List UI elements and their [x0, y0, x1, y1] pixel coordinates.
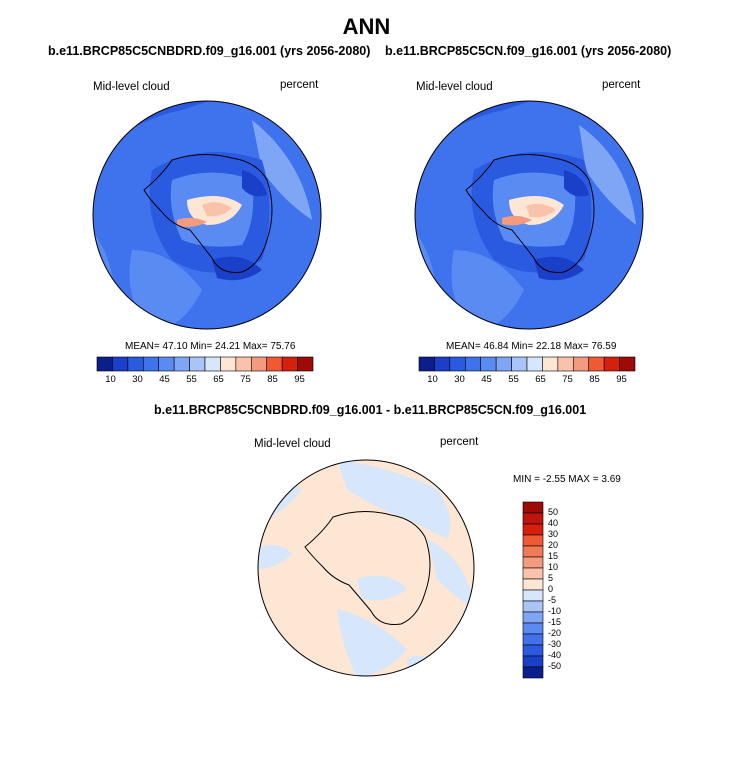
panel-2-colorbar-labels: 10 30 45 55 65 75 85 95: [419, 374, 635, 386]
colorbar-label: 30: [548, 529, 559, 539]
colorbar-swatch: [266, 356, 283, 372]
panel-1-units: percent: [280, 79, 319, 91]
colorbar-label: 10: [105, 374, 116, 385]
colorbar-swatch: [522, 666, 544, 679]
colorbar-label: 95: [294, 374, 305, 385]
colorbar-swatch: [495, 356, 512, 372]
colorbar-label: -20: [548, 628, 562, 638]
colorbar-swatch: [522, 567, 544, 580]
colorbar-label: -40: [548, 650, 562, 660]
colorbar-swatch: [522, 578, 544, 591]
difference-variable: Mid-level cloud: [254, 438, 331, 450]
colorbar-swatch: [542, 356, 559, 372]
colorbar-swatch: [158, 356, 175, 372]
colorbar-label: -15: [548, 617, 562, 627]
colorbar-swatch: [522, 655, 544, 668]
colorbar-swatch: [522, 611, 544, 624]
colorbar-swatch: [281, 356, 298, 372]
colorbar-label: 85: [267, 374, 278, 385]
colorbar-label: 75: [240, 374, 251, 385]
colorbar-label: -10: [548, 606, 562, 616]
colorbar-swatch: [557, 356, 574, 372]
colorbar-label: -30: [548, 639, 562, 649]
colorbar-label: -50: [548, 661, 562, 671]
colorbar-label: 20: [548, 540, 559, 550]
colorbar-swatch: [480, 356, 497, 372]
colorbar-label: 55: [186, 374, 197, 385]
difference-units: percent: [440, 436, 479, 448]
panel-2-variable: Mid-level cloud: [416, 81, 493, 93]
colorbar-swatch: [220, 356, 237, 372]
colorbar-swatch: [522, 534, 544, 547]
colorbar-swatch: [235, 356, 252, 372]
panel-2-colorbar: [418, 356, 636, 372]
colorbar-label: -5: [548, 595, 557, 605]
colorbar-swatch: [204, 356, 221, 372]
panel-2-units: percent: [602, 79, 641, 91]
colorbar-swatch: [173, 356, 190, 372]
colorbar-label: 0: [548, 584, 554, 594]
colorbar-label: 75: [562, 374, 573, 385]
colorbar-swatch: [464, 356, 482, 372]
colorbar-swatch: [522, 512, 544, 525]
colorbar-swatch: [96, 356, 113, 372]
colorbar-swatch: [522, 622, 544, 635]
colorbar-swatch: [522, 600, 544, 613]
panel-2-case-title: b.e11.BRCP85C5CN.f09_g16.001 (yrs 2056-2…: [385, 44, 672, 58]
panel-1-colorbar-labels: 10 30 45 55 65 75 85 95: [97, 374, 313, 386]
page-title: ANN: [342, 14, 391, 39]
colorbar-swatch: [526, 356, 543, 372]
colorbar-label: 40: [548, 518, 559, 528]
colorbar-label: 95: [616, 374, 627, 385]
colorbar-swatch: [522, 501, 544, 514]
difference-colorbar: [522, 501, 544, 679]
colorbar-label: 85: [589, 374, 600, 385]
difference-colorbar-labels: 50 40 30 20 15 10 5 0 -5 -10 -15 -20 -30 -40 -50: [548, 502, 588, 678]
panel-1-stats: MEAN= 47.10 Min= 24.21 Max= 75.76: [125, 341, 296, 352]
colorbar-swatch: [588, 356, 605, 372]
difference-map: [257, 459, 475, 677]
colorbar-swatch: [449, 356, 466, 372]
colorbar-label: 55: [508, 374, 519, 385]
colorbar-label: 30: [132, 374, 143, 385]
colorbar-swatch: [250, 356, 268, 372]
colorbar-swatch: [619, 356, 636, 372]
panel-1-case-title: b.e11.BRCP85C5CNBDRD.f09_g16.001 (yrs 20…: [48, 44, 371, 58]
colorbar-swatch: [522, 644, 544, 657]
colorbar-swatch: [434, 356, 451, 372]
colorbar-label: 65: [213, 374, 224, 385]
colorbar-label: 50: [548, 507, 559, 517]
colorbar-swatch: [522, 545, 544, 558]
colorbar-swatch: [189, 356, 206, 372]
colorbar-label: 10: [548, 562, 559, 572]
panel-1-map: [92, 100, 322, 330]
colorbar-swatch: [603, 356, 620, 372]
difference-title: b.e11.BRCP85C5CNBDRD.f09_g16.001 - b.e11…: [154, 403, 587, 417]
colorbar-label: 10: [427, 374, 438, 385]
colorbar-swatch: [127, 356, 144, 372]
colorbar-swatch: [522, 523, 544, 536]
panel-2-stats: MEAN= 46.84 Min= 22.18 Max= 76.59: [446, 341, 617, 352]
colorbar-swatch: [511, 356, 528, 372]
colorbar-swatch: [522, 589, 544, 602]
colorbar-swatch: [297, 356, 314, 372]
colorbar-swatch: [572, 356, 590, 372]
colorbar-label: 45: [481, 374, 492, 385]
colorbar-swatch: [142, 356, 160, 372]
colorbar-swatch: [418, 356, 435, 372]
colorbar-label: 5: [548, 573, 554, 583]
panel-1-colorbar: [96, 356, 314, 372]
colorbar-swatch: [112, 356, 129, 372]
colorbar-label: 65: [535, 374, 546, 385]
colorbar-label: 15: [548, 551, 559, 561]
difference-stats: MIN = -2.55 MAX = 3.69: [513, 474, 621, 485]
colorbar-swatch: [522, 556, 544, 569]
colorbar-label: 45: [159, 374, 170, 385]
colorbar-label: 30: [454, 374, 465, 385]
panel-1-variable: Mid-level cloud: [93, 81, 170, 93]
colorbar-swatch: [522, 633, 544, 646]
panel-2-map: [414, 100, 644, 330]
